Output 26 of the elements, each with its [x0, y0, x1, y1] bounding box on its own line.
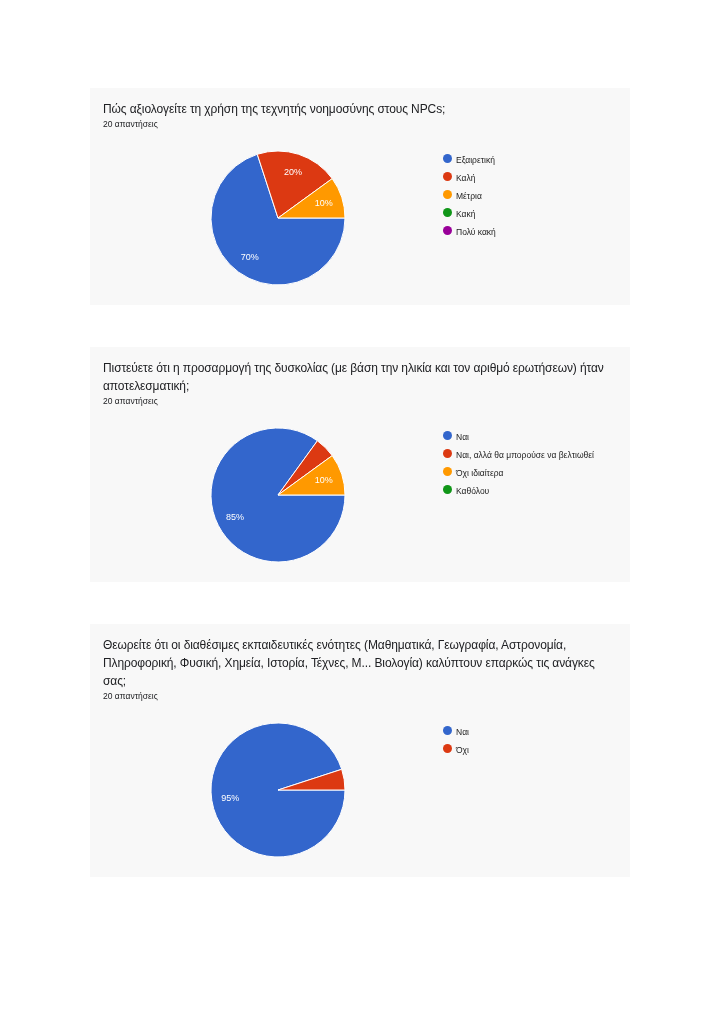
- legend-label: Ναι: [456, 727, 469, 737]
- chart-title: Θεωρείτε ότι οι διαθέσιμες εκπαιδευτικές ενότητες (Μαθηματικά, Γεωγραφία, Αστρονομία, Πληροφορική, Φυσική, Χημεία, Ιστορία, Τέχνες, Μ... Βιολογία) καλύπτουν επαρκώς τις ανάγκες σας;: [103, 637, 596, 690]
- legend-label: Όχι: [456, 745, 469, 755]
- text: 20 απαντήσεις: [103, 691, 159, 701]
- data-label: 85%: [226, 511, 245, 522]
- data-label: 95%: [221, 792, 240, 803]
- legend-label: Πολύ κακή: [456, 227, 496, 237]
- data-label: 20%: [283, 167, 302, 178]
- chart-title: Πιστεύετε ότι η προσαρμογή της δυσκολίας (με βάση την ηλικία και τον αριθμό ερωτήσεων) ήταν αποτελεσματική;: [103, 360, 605, 395]
- legend-label: Καλή: [456, 173, 476, 183]
- data-label: 70%: [240, 252, 259, 263]
- text: 20 απαντήσεις: [103, 396, 159, 406]
- data-label: 10%: [314, 198, 333, 209]
- text: 20 απαντήσεις: [103, 119, 159, 129]
- legend-label: Καθόλου: [456, 486, 490, 496]
- legend-label: Μέτρια: [456, 191, 482, 201]
- legend-label: Ναι, αλλά θα μπορούσε να βελτιωθεί: [456, 450, 594, 460]
- legend-label: Κακή: [456, 209, 476, 219]
- legend-label: Όχι ιδιαίτερα: [456, 468, 504, 478]
- pie-slice: [210, 722, 346, 858]
- pie-slice: [210, 427, 346, 563]
- pie-slice: [210, 153, 346, 286]
- data-label: 10%: [314, 475, 333, 486]
- chart-title: Πώς αξιολογείτε τη χρήση της τεχνητής νοημοσύνης στους NPCs;: [103, 101, 447, 118]
- legend-label: Ναι: [456, 432, 469, 442]
- legend-label: Εξαιρετική: [456, 155, 495, 165]
